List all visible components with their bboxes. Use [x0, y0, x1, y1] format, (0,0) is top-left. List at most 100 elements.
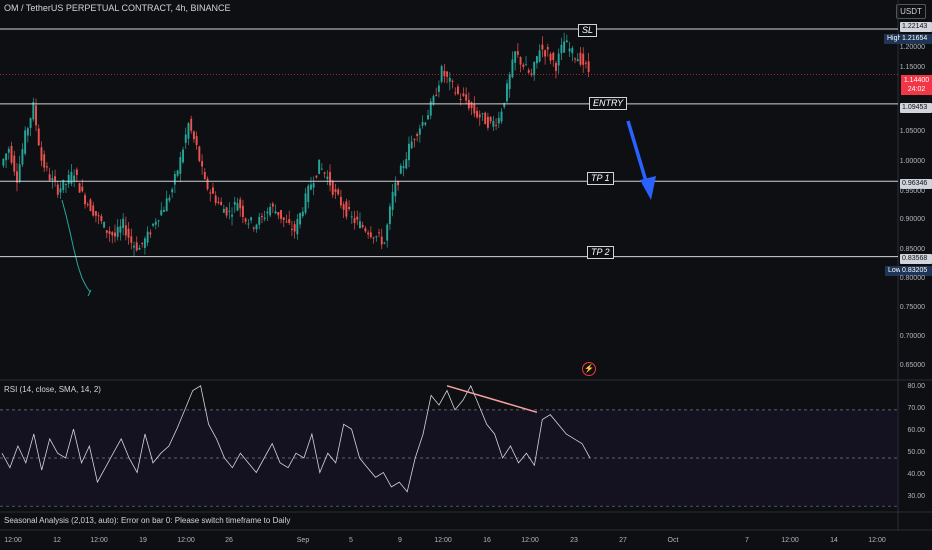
- candle-body: [233, 201, 236, 205]
- candle-body: [587, 61, 590, 72]
- candle-body: [489, 116, 492, 122]
- candle-body: [315, 175, 318, 178]
- candle-body: [435, 95, 438, 97]
- chart-title: OM / TetherUS PERPETUAL CONTRACT, 4h, BI…: [4, 3, 231, 13]
- candle-body: [149, 232, 152, 235]
- candle-body: [160, 210, 163, 216]
- rsi-tick: 80.00: [907, 383, 925, 390]
- candle-body: [304, 193, 307, 213]
- rsi-tick: 40.00: [907, 471, 925, 478]
- candle-body: [124, 225, 127, 236]
- candle-body: [37, 128, 40, 146]
- candle-body: [24, 130, 27, 154]
- candle-body: [519, 57, 522, 65]
- candle-body: [473, 103, 476, 114]
- candle-body: [45, 166, 48, 168]
- candle-body: [408, 143, 410, 161]
- candle-body: [157, 220, 160, 222]
- candle-body: [465, 94, 468, 101]
- candle-body: [122, 218, 125, 228]
- flash-icon[interactable]: ⚡: [582, 362, 596, 376]
- candle-body: [427, 115, 429, 120]
- candle-body: [154, 221, 157, 225]
- candle-body: [261, 216, 263, 218]
- candle-body: [544, 50, 547, 57]
- candle-body: [375, 236, 378, 238]
- time-tick: 7: [745, 537, 749, 544]
- candle-body: [119, 226, 122, 233]
- time-tick: Sep: [296, 537, 310, 544]
- candle-body: [198, 146, 201, 162]
- low-label: Low: [885, 266, 904, 276]
- time-tick: 12:00: [434, 537, 452, 544]
- time-tick: 12:00: [781, 537, 799, 544]
- rsi-tick: 60.00: [907, 427, 925, 434]
- candle-body: [462, 93, 465, 96]
- time-tick: Oct: [667, 537, 679, 544]
- price-tick: 0.75000: [899, 304, 925, 311]
- time-tick: 12:00: [90, 537, 108, 544]
- candle-body: [138, 247, 141, 250]
- current-price-value: 1.14400: [903, 77, 930, 84]
- candle-body: [182, 149, 184, 163]
- candle-body: [285, 221, 288, 223]
- candle-body: [274, 211, 277, 214]
- indicator-trail: [61, 199, 92, 297]
- candle-body: [43, 154, 46, 168]
- candle-body: [416, 134, 419, 136]
- candle-body: [252, 227, 255, 229]
- rsi-tick: 50.00: [907, 449, 925, 456]
- candle-body: [549, 53, 552, 61]
- candle-body: [429, 101, 432, 116]
- candle-body: [492, 120, 495, 127]
- currency-button[interactable]: USDT: [896, 4, 926, 19]
- candle-body: [361, 224, 364, 228]
- candle-body: [111, 232, 114, 236]
- candle-body: [214, 195, 217, 204]
- candle-body: [535, 56, 538, 64]
- candle-body: [62, 179, 65, 190]
- candle-body: [135, 242, 138, 251]
- price-tick: 1.20000: [899, 44, 925, 51]
- candle-body: [141, 242, 144, 245]
- candle-body: [541, 44, 544, 50]
- candle-body: [173, 174, 176, 185]
- time-tick: 5: [349, 537, 353, 544]
- candle-body: [470, 102, 473, 109]
- candle-body: [168, 197, 171, 201]
- tp1-label: TP 1: [587, 172, 614, 185]
- candle-body: [568, 48, 571, 52]
- candle-body: [388, 206, 391, 225]
- candle-body: [486, 116, 489, 128]
- current-price-tag: 1.14400 24:02: [901, 75, 932, 95]
- candle-body: [282, 217, 285, 221]
- candle-body: [399, 165, 402, 174]
- candle-body: [383, 242, 386, 244]
- candle-body: [10, 145, 13, 163]
- candle-body: [402, 166, 405, 169]
- candle-body: [176, 170, 179, 176]
- candle-body: [413, 139, 416, 141]
- candle-body: [143, 238, 146, 248]
- candle-body: [299, 213, 302, 225]
- candle-body: [89, 199, 92, 212]
- candle-body: [367, 232, 370, 235]
- bar-countdown: 24:02: [907, 86, 926, 93]
- candle-body: [108, 231, 111, 234]
- candle-body: [391, 192, 394, 210]
- candle-body: [353, 217, 356, 224]
- candle-body: [114, 232, 116, 237]
- candle-body: [348, 206, 351, 210]
- rsi-line: [1, 384, 591, 493]
- candle-body: [217, 202, 220, 204]
- time-tick: 12:00: [521, 537, 539, 544]
- candle-body: [187, 123, 190, 139]
- candle-body: [2, 158, 5, 166]
- forecast-arrow-shaft: [626, 120, 650, 189]
- time-tick: 27: [619, 537, 627, 544]
- rsi-tick: 30.00: [907, 493, 925, 500]
- candle-body: [26, 128, 29, 136]
- candle-body: [263, 217, 266, 220]
- candle-body: [446, 71, 449, 77]
